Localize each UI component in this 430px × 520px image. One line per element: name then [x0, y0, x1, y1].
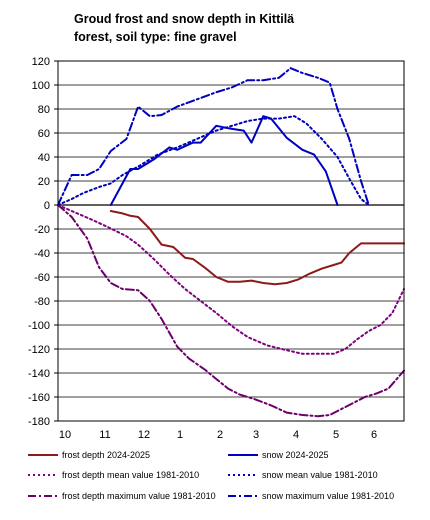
legend-label: snow maximum value 1981-2010: [262, 491, 394, 501]
y-tick-label: 80: [38, 104, 50, 116]
x-tick-label: 1: [177, 429, 183, 441]
legend: frost depth 2024-2025 snow 2024-2025 frost…: [28, 450, 394, 501]
plot-frame: [57, 60, 405, 422]
series-line-snow-2024-2025: [109, 115, 339, 206]
legend-label: frost depth maximum value 1981-2010: [62, 491, 216, 501]
y-tick-label: 100: [32, 80, 50, 92]
legend-label: frost depth 2024-2025: [62, 450, 150, 460]
x-tick-label: 11: [99, 429, 110, 441]
x-tick-label: 6: [371, 429, 377, 441]
series-line-snow-mean-value-1981-2010: [57, 115, 370, 206]
legend-item: frost depth mean value 1981-2010: [28, 470, 199, 480]
legend-label: snow 2024-2025: [262, 450, 329, 460]
x-tick-label: 12: [138, 429, 150, 441]
y-tick-label: -100: [28, 320, 50, 332]
legend-item: frost depth maximum value 1981-2010: [28, 491, 216, 501]
chart-title-line-2: forest, soil type: fine gravel: [74, 30, 237, 44]
y-tick-label: 20: [38, 176, 50, 188]
legend-item: snow maximum value 1981-2010: [228, 491, 394, 501]
x-tick-label: 2: [217, 429, 223, 441]
y-tick-label: -40: [34, 248, 50, 260]
series-line-frost-depth-2024-2025: [109, 210, 405, 286]
y-tick-label: 120: [32, 56, 50, 68]
y-tick-label: -120: [28, 344, 50, 356]
legend-item: frost depth 2024-2025: [28, 450, 150, 460]
y-axis-ticks: 120 100 80 60 40 20 0 -20 -40 -60 -80 -100 -120 -140 -…: [28, 56, 58, 428]
y-tick-label: -160: [28, 392, 50, 404]
y-tick-label: 0: [44, 200, 50, 212]
y-tick-label: -140: [28, 368, 50, 380]
y-tick-label: -180: [28, 416, 50, 428]
y-tick-label: -60: [34, 272, 50, 284]
legend-item: snow mean value 1981-2010: [228, 470, 378, 480]
chart-title: Groud frost and snow depth in Kittilä fo…: [74, 10, 414, 46]
y-tick-label: 60: [38, 128, 50, 140]
x-tick-label: 3: [253, 429, 259, 441]
legend-label: snow mean value 1981-2010: [262, 470, 378, 480]
series-line-frost-depth-maximum-value-1981-2010: [57, 204, 405, 418]
x-axis-ticks: 10 11 12 1 2 3 4 5 6: [59, 429, 377, 441]
chart-title-line-1: Groud frost and snow depth in Kittilä: [74, 12, 295, 26]
x-tick-label: 5: [333, 429, 339, 441]
x-tick-label: 4: [293, 429, 299, 441]
grid-lines: [58, 60, 404, 422]
y-tick-label: -80: [34, 296, 50, 308]
series-lines: [57, 67, 405, 418]
x-tick-label: 10: [59, 429, 71, 441]
legend-label: frost depth mean value 1981-2010: [62, 470, 199, 480]
y-tick-label: -20: [34, 224, 50, 236]
y-tick-label: 40: [38, 152, 50, 164]
series-line-frost-depth-mean-value-1981-2010: [57, 204, 405, 355]
series-line-snow-maximum-value-1981-2010: [57, 67, 370, 206]
legend-item: snow 2024-2025: [228, 450, 329, 460]
